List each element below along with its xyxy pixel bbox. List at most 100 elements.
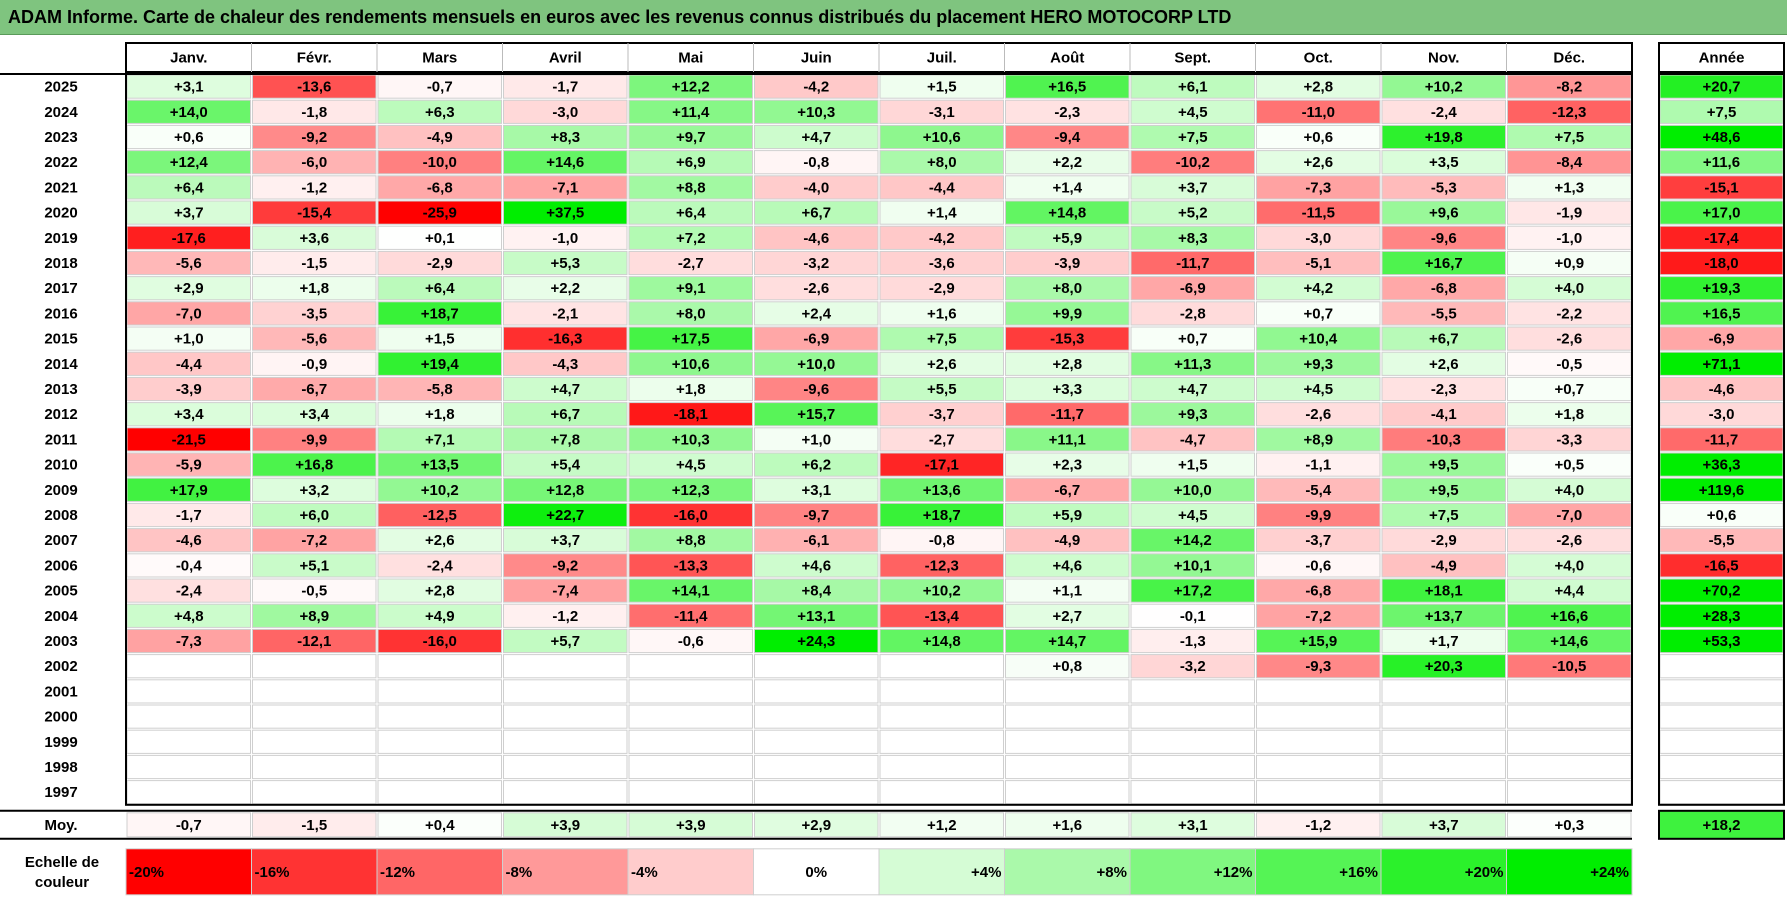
heatmap-cell — [879, 754, 1004, 780]
cell-value: -5,9 — [176, 457, 202, 474]
cell-value: -6,8 — [1431, 280, 1457, 297]
cell-value: +4,5 — [676, 457, 706, 474]
heatmap-cell — [252, 729, 377, 754]
cell-value: -2,7 — [678, 255, 704, 272]
cell-value: +4,4 — [1554, 583, 1584, 600]
cell-value: -0,9 — [301, 356, 327, 373]
cell-value: +6,4 — [676, 205, 706, 222]
cell-value: +6,0 — [299, 507, 329, 524]
heatmap-cell — [1381, 376, 1506, 402]
cell-value: -4,9 — [427, 129, 453, 146]
annual-value-2025: +20,7 — [1703, 79, 1741, 96]
heatmap-cell — [252, 603, 377, 628]
cell-value: +7,5 — [1554, 129, 1584, 146]
cell-value: -10,2 — [1176, 154, 1210, 171]
heatmap-cell — [628, 578, 753, 603]
cell-value: -2,3 — [1054, 104, 1080, 121]
cell-value: +16,7 — [1425, 255, 1463, 272]
cell-value: +4,6 — [1052, 557, 1082, 574]
average-value: +2,9 — [801, 817, 831, 834]
heatmap-cell — [1256, 99, 1381, 124]
heatmap-cell — [879, 628, 1004, 654]
cell-value: -3,0 — [1305, 230, 1331, 247]
cell-value: -11,7 — [1176, 255, 1209, 272]
cell-value: +4,6 — [801, 557, 831, 574]
cell-value: +2,8 — [1303, 79, 1333, 96]
heatmap-cell — [377, 175, 502, 200]
heatmap-cell — [879, 301, 1004, 326]
cell-value: +9,6 — [1429, 205, 1459, 222]
heatmap-cell — [628, 528, 753, 553]
cell-value: +4,7 — [550, 381, 580, 398]
year-label-2011: 2011 — [45, 431, 78, 448]
cell-value: -2,3 — [1431, 381, 1457, 398]
average-value: +3,9 — [676, 817, 706, 834]
annual-value-2019: -17,4 — [1704, 230, 1739, 247]
cell-value: -4,9 — [1431, 557, 1457, 574]
cell-value: -1,2 — [301, 179, 327, 196]
cell-value: -2,6 — [1305, 406, 1331, 423]
cell-value: -11,7 — [1051, 406, 1084, 423]
cell-value: -4,0 — [803, 179, 829, 196]
cell-value: +14,1 — [672, 583, 710, 600]
year-label-2008: 2008 — [44, 507, 77, 524]
heatmap-cell — [377, 250, 502, 276]
annual-value-2011: -11,7 — [1705, 431, 1738, 448]
year-label-2004: 2004 — [44, 608, 78, 625]
annual-value-2007: -5,5 — [1709, 532, 1735, 549]
heatmap-cell — [1130, 679, 1255, 704]
cell-value: +6,3 — [425, 104, 455, 121]
cell-value: +5,7 — [550, 633, 580, 650]
cell-value: -16,0 — [423, 633, 457, 650]
cell-value: -3,1 — [929, 104, 955, 121]
cell-value: +10,3 — [797, 104, 835, 121]
heatmap-cell — [754, 729, 879, 754]
cell-value: -0,1 — [1180, 608, 1206, 625]
cell-value: +1,8 — [425, 406, 455, 423]
cell-value: +5,1 — [299, 557, 329, 574]
annual-value-2012: -3,0 — [1709, 406, 1735, 423]
title-bar: ADAM Informe. Carte de chaleur des rende… — [0, 0, 1787, 35]
heatmap-cell — [754, 754, 879, 780]
cell-value: +16,8 — [295, 457, 333, 474]
heatmap-cell — [1005, 754, 1130, 780]
average-cell — [377, 812, 502, 838]
heatmap-cell — [503, 276, 628, 301]
annual-value-2022: +11,6 — [1703, 154, 1740, 171]
annual-cell — [1659, 754, 1784, 780]
year-label-2000: 2000 — [44, 709, 77, 726]
cell-value: +2,3 — [1052, 457, 1082, 474]
heatmap-cell — [628, 780, 753, 805]
annual-average-cell — [1658, 809, 1785, 840]
average-cell — [126, 812, 251, 838]
cell-value: +2,2 — [1052, 154, 1082, 171]
heatmap-cell — [503, 704, 628, 729]
cell-value: +6,4 — [174, 179, 204, 196]
cell-value: +8,3 — [550, 129, 580, 146]
heatmap-cell — [879, 704, 1004, 729]
cell-value: -12,1 — [297, 633, 331, 650]
heatmap-cell — [879, 553, 1004, 578]
cell-value: +1,5 — [1178, 457, 1208, 474]
heatmap-cell — [1130, 553, 1255, 578]
cell-value: +9,9 — [1052, 305, 1082, 322]
cell-value: -1,8 — [301, 104, 327, 121]
annual-value-2010: +36,3 — [1703, 457, 1741, 474]
cell-value: -13,6 — [297, 79, 331, 96]
heatmap-cell — [1507, 780, 1632, 805]
heatmap-cell — [879, 99, 1004, 124]
heatmap-cell — [1005, 402, 1130, 427]
cell-value: +0,8 — [1052, 658, 1082, 675]
heatmap-cell — [377, 351, 502, 376]
heatmap-cell — [126, 704, 251, 729]
cell-value: -3,7 — [1305, 532, 1331, 549]
heatmap-cell — [377, 99, 502, 124]
heatmap-cell — [252, 780, 377, 805]
cell-value: +2,4 — [801, 305, 831, 322]
cell-value: +5,5 — [927, 381, 957, 398]
heatmap-cell — [628, 376, 753, 402]
heatmap-cell — [1130, 654, 1255, 679]
cell-value: +6,7 — [801, 205, 831, 222]
month-header-6: Juin — [801, 49, 832, 66]
cell-value: +0,1 — [425, 230, 455, 247]
